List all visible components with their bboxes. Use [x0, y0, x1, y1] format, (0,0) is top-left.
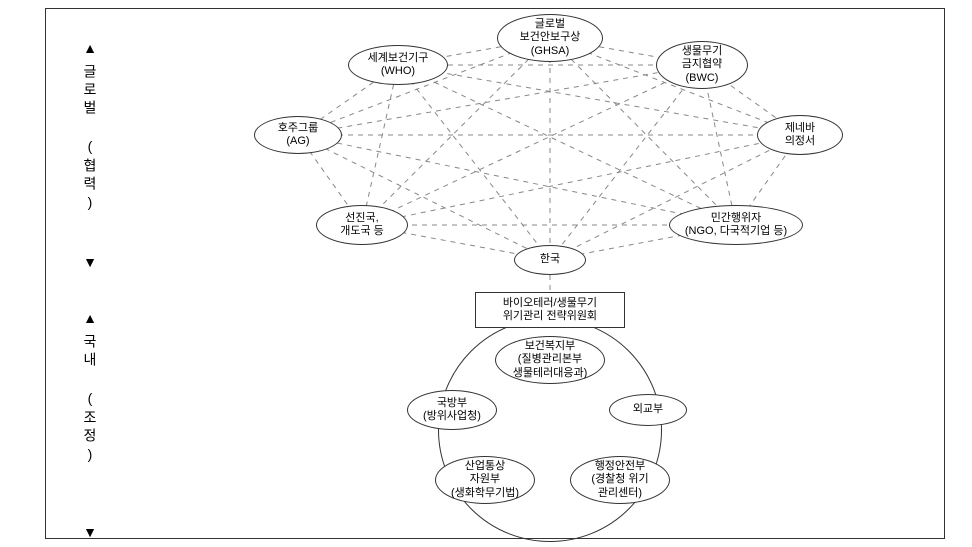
arrow-up-icon: ▲	[70, 310, 110, 326]
node-geneva: 제네바 의정서	[757, 115, 843, 155]
node-mohw: 보건복지부 (질병관리본부 생물테러대응과)	[495, 336, 605, 384]
node-motie: 산업통상 자원부 (생화학무기법)	[435, 456, 535, 504]
side-global: ▲ 글로벌 (협력) ▼	[70, 40, 110, 270]
node-ag: 호주그룹 (AG)	[254, 116, 342, 154]
node-adv: 선진국, 개도국 등	[316, 205, 408, 245]
node-korea: 한국	[514, 245, 586, 275]
side-domestic-label: 국내 (조정)	[80, 334, 100, 466]
node-ghsa: 글로벌 보건안보구상 (GHSA)	[497, 14, 603, 62]
side-global-label: 글로벌 (협력)	[80, 64, 100, 214]
diagram-area: 글로벌 보건안보구상 (GHSA) 세계보건기구 (WHO)호주그룹 (AG) 선진…	[120, 10, 942, 537]
side-labels: ▲ 글로벌 (협력) ▼ ▲ 국내 (조정) ▼	[70, 20, 110, 527]
arrow-down-icon: ▼	[70, 254, 110, 270]
node-ngo: 민간행위자 (NGO, 다국적기업 등)	[669, 205, 803, 245]
node-mnd: 국방부 (방위사업청)	[407, 390, 497, 430]
node-mois: 행정안전부 (경찰청 위기 관리센터)	[570, 456, 670, 504]
node-bwc: 생물무기 금지협약 (BWC)	[656, 41, 748, 89]
node-who: 세계보건기구 (WHO)	[348, 45, 448, 85]
arrow-up-icon: ▲	[70, 40, 110, 56]
node-committee: 바이오테러/생물무기 위기관리 전략위원회	[475, 292, 625, 328]
node-mofa: 외교부	[609, 394, 687, 426]
arrow-down-icon: ▼	[70, 524, 110, 540]
side-domestic: ▲ 국내 (조정) ▼	[70, 310, 110, 540]
